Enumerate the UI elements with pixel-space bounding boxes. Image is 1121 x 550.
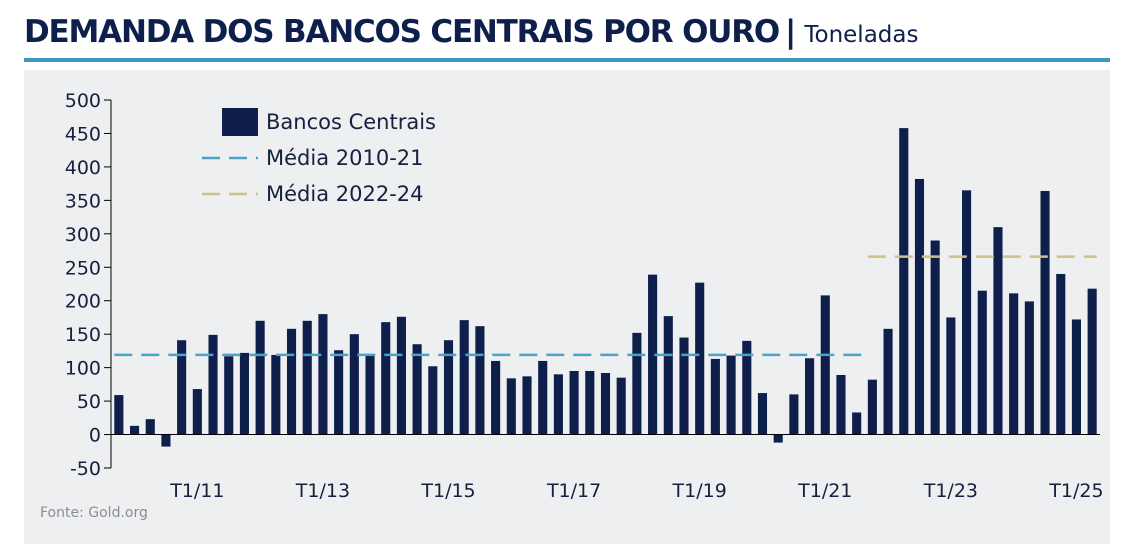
bar [726,355,736,435]
bar [789,394,799,435]
bar [867,379,877,435]
bar [286,328,297,435]
bar [852,412,862,435]
bar [1071,319,1082,435]
legend-swatch-bar [222,108,258,136]
bar-chart: -50 0 50 100 150 200 250 300 350 400 450 500 T1/11 T1… [65,90,1104,502]
bar [192,389,202,435]
y-tick-label: 300 [65,224,101,246]
x-tick-label: T1/23 [923,480,978,502]
bar [255,320,265,435]
x-tick-label: T1/19 [672,480,727,502]
x-tick-label: T1/21 [797,480,852,502]
bar [538,360,548,435]
y-tick-label: 250 [65,257,101,279]
y-tick-label: 500 [65,90,101,112]
legend-label: Bancos Centrais [266,110,436,134]
x-tick-label: T1/15 [420,480,475,502]
bar [773,434,783,443]
bar [459,320,469,435]
bar [129,425,140,435]
legend-label: Média 2010-21 [266,146,424,170]
bar [381,322,391,435]
bar [914,178,925,435]
y-tick-label: 400 [65,157,101,179]
y-tick-label: 0 [89,425,101,447]
bar [585,370,595,435]
bar [616,377,626,435]
bar [491,360,501,435]
bar [271,354,281,435]
bar [679,337,689,435]
title-separator: | [785,14,797,50]
x-tick-label: T1/17 [546,480,601,502]
bar [365,355,375,435]
bar [600,372,611,435]
bar [145,419,155,435]
bar [695,282,705,435]
bar [522,376,532,435]
bar [302,320,312,435]
bar [334,350,344,435]
bar [349,334,359,435]
bar [977,290,987,435]
bar [569,370,579,435]
bar [177,340,187,435]
bar [239,352,249,435]
bar [836,374,846,435]
bar [757,393,768,435]
x-tick-label: T1/11 [169,480,224,502]
y-tick-label: -50 [70,458,101,480]
bar [648,274,658,435]
bar [1009,293,1019,435]
bar [742,340,752,435]
bar [475,326,485,435]
bar [930,240,940,435]
bar [224,356,234,435]
y-tick-label: 350 [65,190,101,212]
y-tick-label: 150 [65,324,101,346]
chart-title: DEMANDA DOS BANCOS CENTRAIS POR OURO [24,14,780,50]
bar [428,366,438,435]
bar [318,314,328,435]
bar [208,334,218,435]
bar [553,374,563,435]
bar [663,316,673,435]
y-tick-label: 200 [65,291,101,313]
bar [1024,301,1034,435]
chart-subtitle: Toneladas [804,22,919,48]
x-tick-label: T1/25 [1048,480,1103,502]
bar [962,190,972,435]
bar [114,395,124,435]
bar [710,358,720,435]
legend-label: Média 2022-24 [266,182,424,206]
bar [946,317,956,435]
y-tick-label: 100 [65,358,101,380]
x-tick-label: T1/13 [295,480,350,502]
bar [443,340,454,435]
y-tick-label: 50 [77,391,101,413]
bar [161,434,171,447]
bar [412,344,422,435]
title-rule [24,58,1110,62]
bar [1087,288,1097,435]
chart-header: DEMANDA DOS BANCOS CENTRAIS POR OURO | T… [24,14,918,58]
bar [1040,190,1050,435]
source-note: Fonte: Gold.org [40,505,148,521]
bar [993,227,1003,435]
chart-panel: -50 0 50 100 150 200 250 300 350 400 450 500 T1/11 T1… [24,70,1110,544]
bar [883,328,893,435]
y-tick-label: 450 [65,123,101,145]
bar [506,378,516,435]
bar [632,332,642,435]
bar [805,358,815,435]
bar [396,316,406,435]
bar [1056,273,1066,435]
bar [899,128,909,435]
bar [820,295,830,435]
